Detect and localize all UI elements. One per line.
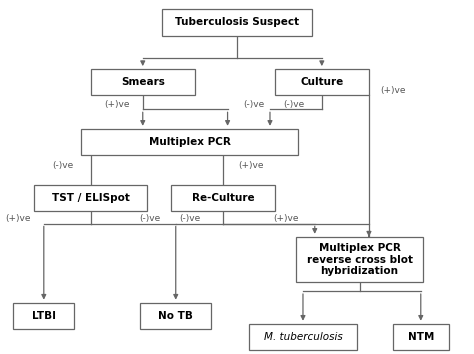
Text: (+)ve: (+)ve — [380, 86, 405, 95]
Text: Tuberculosis Suspect: Tuberculosis Suspect — [175, 17, 299, 28]
Text: (+)ve: (+)ve — [273, 214, 299, 223]
Text: (+)ve: (+)ve — [5, 214, 31, 223]
FancyBboxPatch shape — [171, 185, 275, 211]
Text: (-)ve: (-)ve — [52, 161, 73, 170]
Text: (-)ve: (-)ve — [243, 99, 264, 109]
Text: (-)ve: (-)ve — [179, 214, 201, 223]
FancyBboxPatch shape — [35, 185, 147, 211]
Text: (+)ve: (+)ve — [238, 161, 264, 170]
FancyBboxPatch shape — [392, 324, 449, 350]
FancyBboxPatch shape — [249, 324, 357, 350]
FancyBboxPatch shape — [162, 9, 312, 36]
FancyBboxPatch shape — [296, 237, 423, 282]
Text: (+)ve: (+)ve — [104, 99, 129, 109]
Text: (-)ve: (-)ve — [139, 214, 160, 223]
Text: M. tuberculosis: M. tuberculosis — [264, 332, 342, 342]
FancyBboxPatch shape — [275, 69, 369, 95]
Text: Multiplex PCR: Multiplex PCR — [149, 137, 231, 147]
Text: Multiplex PCR
reverse cross blot
hybridization: Multiplex PCR reverse cross blot hybridi… — [307, 243, 412, 276]
Text: (-)ve: (-)ve — [283, 99, 304, 109]
FancyBboxPatch shape — [82, 129, 298, 155]
FancyBboxPatch shape — [91, 69, 195, 95]
Text: TST / ELISpot: TST / ELISpot — [52, 193, 130, 203]
Text: Smears: Smears — [121, 77, 164, 87]
Text: Re-Culture: Re-Culture — [191, 193, 254, 203]
FancyBboxPatch shape — [13, 303, 74, 329]
Text: No TB: No TB — [158, 311, 193, 321]
Text: LTBI: LTBI — [32, 311, 56, 321]
FancyBboxPatch shape — [140, 303, 211, 329]
Text: Culture: Culture — [300, 77, 344, 87]
Text: NTM: NTM — [408, 332, 434, 342]
